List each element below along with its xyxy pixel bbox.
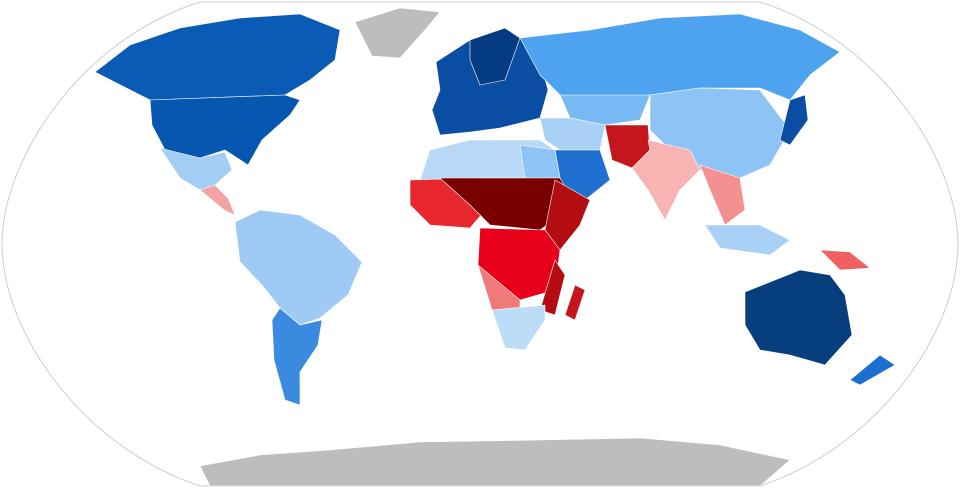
central-america [199,184,236,216]
papua [819,249,871,271]
central-asia [559,94,651,126]
mexico [159,147,233,191]
egypt [519,144,561,179]
horn-of-africa [544,179,591,251]
south-america-south [271,307,323,406]
scandinavia [469,27,521,86]
new-zealand [849,354,896,386]
greenland [354,7,441,59]
antarctica [199,437,791,487]
india [631,139,701,221]
madagascar [564,284,586,321]
usa [149,94,301,166]
southern-africa [491,304,546,351]
indonesia [704,224,791,256]
mozambique [539,259,566,316]
japan [779,94,809,146]
south-america-north [234,209,363,326]
australia [744,269,853,366]
southeast-asia [699,164,746,226]
